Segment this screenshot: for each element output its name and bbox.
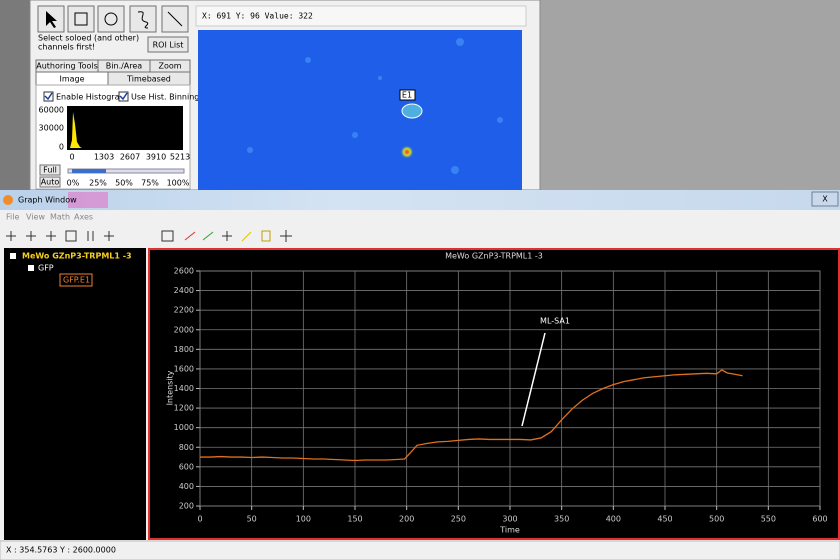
menu-item[interactable]: File [6, 213, 19, 222]
tab-label: Authoring Tools [36, 62, 98, 71]
tree-root[interactable]: MeWo GZnP3-TRPML1 -3 [22, 252, 132, 261]
app-icon [3, 195, 13, 205]
status-bar [0, 541, 840, 560]
close-label: X [822, 195, 828, 204]
tree-toggle[interactable] [10, 253, 16, 259]
plot-panel [149, 249, 839, 539]
hint-text: Select soloed (and other) [38, 34, 139, 43]
hist-x-tick-label: 3910 [146, 153, 166, 162]
full-label: Full [43, 166, 57, 175]
menu-item[interactable]: Math [50, 213, 70, 222]
cell-spot [400, 145, 414, 159]
x-tick-label: 400 [606, 515, 621, 524]
x-tick-label: 50 [247, 515, 257, 524]
tab-label: Image [59, 75, 84, 84]
x-tick-label: 150 [347, 515, 362, 524]
hist-y-tick-label: 60000 [39, 106, 64, 115]
y-tick-label: 2400 [174, 286, 194, 295]
x-tick-label: 0 [197, 515, 202, 524]
screen: Select soloed (and other) channels first… [0, 0, 840, 560]
checkbox-label: Use Hist. Binning [131, 93, 199, 102]
x-tick-label: 550 [761, 515, 776, 524]
slider-label: 25% [89, 179, 107, 188]
y-tick-label: 2200 [174, 306, 194, 315]
slider-label: 50% [115, 179, 133, 188]
hist-y-tick-label: 0 [59, 143, 64, 152]
tool-rect[interactable] [68, 6, 94, 32]
tab-label: Zoom [158, 62, 181, 71]
x-tick-label: 350 [554, 515, 569, 524]
x-axis-label: Time [499, 526, 520, 535]
x-tick-label: 300 [502, 515, 517, 524]
x-tick-label: 100 [296, 515, 311, 524]
slider-range [72, 169, 106, 173]
desktop-left [0, 0, 30, 190]
roi-ellipse[interactable] [402, 104, 422, 118]
y-tick-label: 800 [179, 443, 194, 452]
cursor-status: X : 354.5763 Y : 2600.0000 [6, 546, 116, 555]
tab-label: Timebased [126, 75, 171, 84]
y-tick-label: 2000 [174, 325, 194, 334]
tree-roi[interactable]: GFP.E1 [63, 276, 90, 285]
x-tick-label: 500 [709, 515, 724, 524]
x-tick-label: 600 [812, 515, 827, 524]
tab-label: Bin./Area [106, 62, 143, 71]
menu-item[interactable]: Axes [74, 213, 93, 222]
checkbox-label: Enable Histogram [56, 93, 128, 102]
y-tick-label: 1000 [174, 423, 194, 432]
image-view [198, 30, 522, 190]
toolbar-tools [38, 6, 188, 32]
tool-ellipse[interactable] [98, 6, 124, 32]
chart-title: MeWo GZnP3-TRPML1 -3 [445, 252, 543, 261]
tree-toggle[interactable] [28, 265, 34, 271]
window-title: Graph Window [18, 196, 77, 205]
y-tick-label: 1600 [174, 364, 194, 373]
y-tick-label: 400 [179, 482, 194, 491]
y-tick-label: 1400 [174, 384, 194, 393]
menu-item[interactable]: View [26, 213, 45, 222]
annotation: ML-SA1 [540, 317, 570, 326]
auto-label: Auto [41, 178, 60, 187]
roi-label: E1 [402, 91, 412, 100]
y-tick-label: 1800 [174, 345, 194, 354]
y-tick-label: 1200 [174, 404, 194, 413]
pixel-status: X: 691 Y: 96 Value: 322 [202, 12, 313, 21]
hist-x-tick-label: 1303 [94, 153, 114, 162]
tool-freehand[interactable] [130, 6, 156, 32]
x-tick-label: 450 [657, 515, 672, 524]
hist-x-tick-label: 5213 [170, 153, 190, 162]
roi-list-label: ROI List [153, 41, 184, 50]
hist-x-tick-label: 2607 [120, 153, 140, 162]
tree-panel [4, 248, 146, 540]
x-tick-label: 200 [399, 515, 414, 524]
histogram-plot [67, 106, 183, 150]
slider-label: 75% [141, 179, 159, 188]
x-tick-label: 250 [451, 515, 466, 524]
hint-text: channels first! [38, 43, 95, 52]
y-tick-label: 600 [179, 462, 194, 471]
title-bar [0, 190, 840, 210]
tree-channel[interactable]: GFP [38, 264, 54, 273]
hist-y-tick-label: 30000 [39, 124, 64, 133]
y-tick-label: 200 [179, 502, 194, 511]
slider-label: 0% [67, 179, 80, 188]
y-tick-label: 2600 [174, 267, 194, 276]
hist-x-tick-label: 0 [69, 153, 74, 162]
slider-label: 100% [167, 179, 190, 188]
